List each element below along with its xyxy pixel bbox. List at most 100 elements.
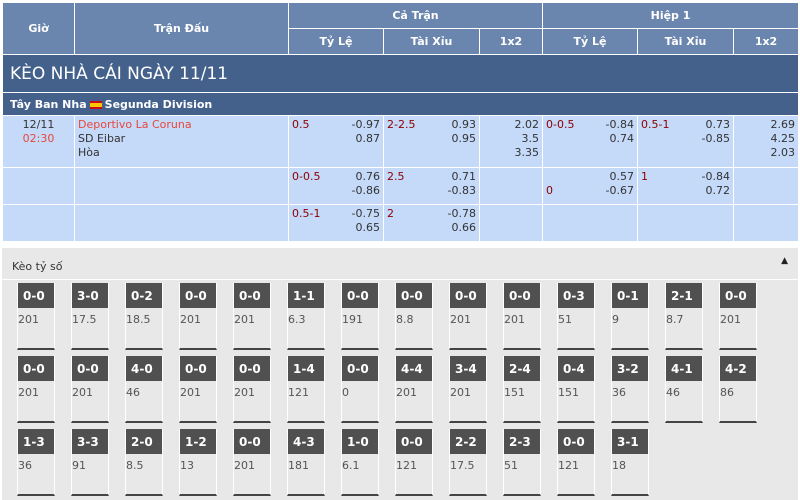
odd[interactable]: 0.65 xyxy=(355,221,381,234)
score-card[interactable]: 3-3 91 xyxy=(71,429,109,496)
collapse-caret-icon[interactable]: ▲ xyxy=(781,256,788,266)
score-card[interactable]: 2-4 151 xyxy=(503,356,541,423)
away-team[interactable]: SD Eibar xyxy=(78,132,126,145)
col-full-match: Cả Trận xyxy=(287,2,544,29)
odd[interactable]: 2.03 xyxy=(770,146,796,159)
score-card[interactable]: 0-0 201 xyxy=(179,356,217,423)
score-card[interactable]: 3-4 201 xyxy=(449,356,487,423)
score-label: 2-2 xyxy=(450,429,486,454)
score-card[interactable]: 0-3 51 xyxy=(557,283,595,350)
score-label: 0-0 xyxy=(342,356,378,381)
score-label: 0-0 xyxy=(558,429,594,454)
score-grid: 0-0 201 3-0 17.5 0-2 18.5 0-0 201 0-0 201 1-1 6.3 0-… xyxy=(17,283,757,496)
league-country: Tây Ban Nha xyxy=(10,97,87,111)
col-match: Trận Đấu xyxy=(74,2,289,55)
score-card[interactable]: 0-0 201 xyxy=(17,283,55,350)
score-odd: 121 xyxy=(558,459,579,472)
score-odd: 8.5 xyxy=(126,459,144,472)
score-card[interactable]: 2-3 51 xyxy=(503,429,541,496)
score-card[interactable]: 0-0 201 xyxy=(233,283,271,350)
score-card[interactable]: 4-1 46 xyxy=(665,356,703,423)
score-label: 0-3 xyxy=(558,283,594,308)
odd[interactable]: 0.57 xyxy=(609,170,635,183)
score-odd: 151 xyxy=(504,386,525,399)
score-card[interactable]: 0-0 201 xyxy=(719,283,757,350)
score-card[interactable]: 1-0 6.1 xyxy=(341,429,379,496)
odd[interactable]: 0.93 xyxy=(451,118,477,131)
score-card[interactable]: 3-0 17.5 xyxy=(71,283,109,350)
score-card[interactable]: 3-1 18 xyxy=(611,429,649,496)
odd[interactable]: 0.72 xyxy=(705,184,731,197)
score-label: 1-2 xyxy=(180,429,216,454)
correct-score-header[interactable]: Kèo tỷ số ▲ xyxy=(2,248,798,280)
odd[interactable]: 4.25 xyxy=(770,132,796,145)
odd[interactable]: -0.86 xyxy=(351,184,380,197)
score-card[interactable]: 0-0 201 xyxy=(233,356,271,423)
score-card[interactable]: 4-2 86 xyxy=(719,356,757,423)
score-card[interactable]: 0-0 121 xyxy=(557,429,595,496)
score-card[interactable]: 4-3 181 xyxy=(287,429,325,496)
score-odd: 201 xyxy=(450,313,471,326)
score-label: 0-0 xyxy=(504,283,540,308)
league-row[interactable]: Tây Ban Nha Segunda Division xyxy=(1,92,800,116)
odd[interactable]: 0.66 xyxy=(451,221,477,234)
score-label: 0-0 xyxy=(720,283,756,308)
score-card[interactable]: 0-0 201 xyxy=(179,283,217,350)
score-card[interactable]: 0-0 191 xyxy=(341,283,379,350)
odd[interactable]: -0.84 xyxy=(701,170,731,183)
total-line: 2-2.5 xyxy=(387,118,416,131)
score-odd: 13 xyxy=(180,459,194,472)
score-card[interactable]: 1-4 121 xyxy=(287,356,325,423)
score-card[interactable]: 2-2 17.5 xyxy=(449,429,487,496)
odd[interactable]: 3.35 xyxy=(514,146,540,159)
odds-table: Giờ Trận Đấu Cả Trận Hiệp 1 Tỷ Lệ Tài Xỉ… xyxy=(1,2,800,242)
score-card[interactable]: 2-0 8.5 xyxy=(125,429,163,496)
odd[interactable]: -0.85 xyxy=(701,132,731,145)
odd[interactable]: -0.78 xyxy=(447,207,476,220)
odd[interactable]: -0.67 xyxy=(605,184,635,197)
odd[interactable]: 0.74 xyxy=(609,132,635,145)
score-card[interactable]: 2-1 8.7 xyxy=(665,283,703,350)
col-ft-ou: Tài Xỉu xyxy=(383,28,480,55)
col-first-half: Hiệp 1 xyxy=(542,2,800,29)
score-card[interactable]: 0-0 201 xyxy=(17,356,55,423)
score-card[interactable]: 1-1 6.3 xyxy=(287,283,325,350)
score-card[interactable]: 1-2 13 xyxy=(179,429,217,496)
score-card[interactable]: 0-2 18.5 xyxy=(125,283,163,350)
score-card[interactable]: 0-0 201 xyxy=(503,283,541,350)
score-label: 0-0 xyxy=(234,283,270,308)
score-card[interactable]: 0-1 9 xyxy=(611,283,649,350)
score-card[interactable]: 0-0 0 xyxy=(341,356,379,423)
score-card[interactable]: 0-4 151 xyxy=(557,356,595,423)
odd[interactable]: -0.97 xyxy=(351,118,380,131)
odd[interactable]: -0.84 xyxy=(605,118,635,131)
score-card[interactable]: 4-4 201 xyxy=(395,356,433,423)
odd[interactable]: 3.5 xyxy=(521,132,540,145)
odd[interactable]: 0.95 xyxy=(451,132,477,145)
odd[interactable]: 0.71 xyxy=(451,170,477,183)
score-card[interactable]: 3-2 36 xyxy=(611,356,649,423)
score-card[interactable]: 0-0 8.8 xyxy=(395,283,433,350)
score-card[interactable]: 0-0 121 xyxy=(395,429,433,496)
odd[interactable]: 0.73 xyxy=(705,118,731,131)
odd[interactable]: -0.83 xyxy=(447,184,476,197)
score-card[interactable]: 0-0 201 xyxy=(449,283,487,350)
odd[interactable]: 0.76 xyxy=(355,170,381,183)
col-h1-ou: Tài Xỉu xyxy=(637,28,735,55)
home-team[interactable]: Deportivo La Coruna xyxy=(78,118,192,131)
score-label: 2-0 xyxy=(126,429,162,454)
score-card[interactable]: 1-3 36 xyxy=(17,429,55,496)
score-card[interactable]: 4-0 46 xyxy=(125,356,163,423)
score-card[interactable]: 0-0 201 xyxy=(71,356,109,423)
score-label: 0-1 xyxy=(612,283,648,308)
odd[interactable]: 2.69 xyxy=(770,118,796,131)
score-odd: 9 xyxy=(612,313,619,326)
odd[interactable]: 2.02 xyxy=(514,118,540,131)
score-label: 0-0 xyxy=(234,356,270,381)
odd[interactable]: -0.75 xyxy=(351,207,380,220)
odd[interactable]: 0.87 xyxy=(355,132,381,145)
score-label: 0-0 xyxy=(234,429,270,454)
score-odd: 91 xyxy=(72,459,86,472)
score-card[interactable]: 0-0 201 xyxy=(233,429,271,496)
score-odd: 121 xyxy=(288,386,309,399)
